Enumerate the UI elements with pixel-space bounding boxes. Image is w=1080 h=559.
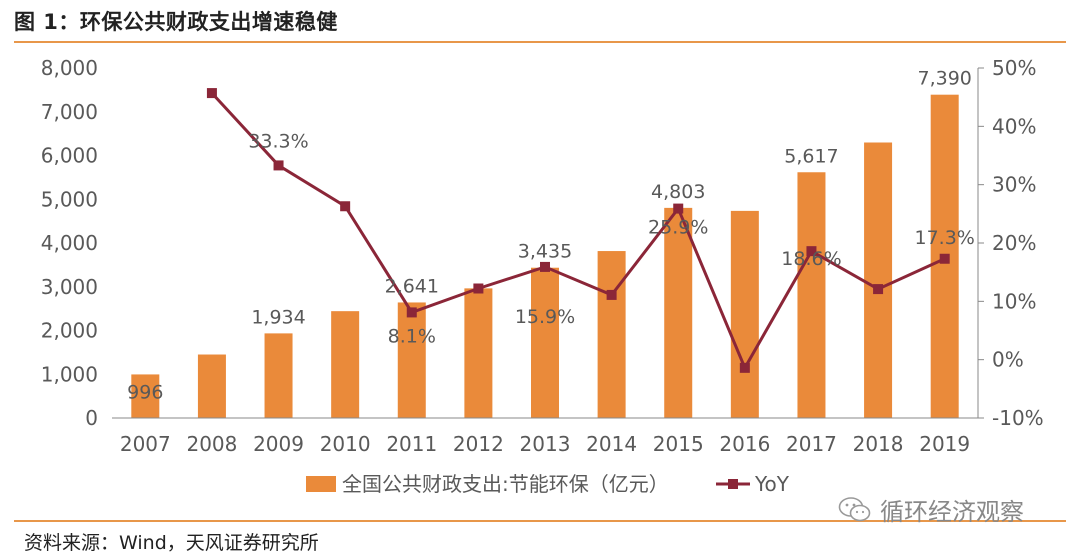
yoy-marker-2018: [873, 284, 884, 295]
left-y-tick-label: 3,000: [41, 275, 98, 299]
x-tick-label: 2017: [786, 432, 837, 456]
yoy-marker-2010: [340, 201, 351, 212]
yoy-marker-2011: [406, 307, 417, 318]
right-y-tick-label: 10%: [992, 289, 1036, 313]
left-y-tick-label: 0: [85, 406, 98, 430]
bar-value-label: 1,934: [251, 306, 305, 328]
left-y-tick-label: 8,000: [41, 56, 98, 80]
yoy-marker-2012: [473, 283, 484, 294]
yoy-marker-2015: [673, 203, 684, 214]
footer-divider: [14, 520, 1066, 522]
bar-2007: [131, 374, 160, 418]
bar-2013: [531, 267, 559, 418]
bar-value-label: 996: [127, 381, 163, 403]
x-tick-label: 2008: [186, 432, 237, 456]
x-tick-label: 2011: [386, 432, 437, 456]
right-y-tick-label: 0%: [992, 348, 1024, 372]
yoy-marker-2016: [739, 362, 750, 373]
wechat-icon: [838, 496, 871, 521]
bar-2015: [664, 207, 693, 418]
right-y-tick-label: -10%: [992, 406, 1044, 430]
x-tick-label: 2007: [120, 432, 171, 456]
yoy-marker-2019: [939, 253, 950, 264]
legend-line-marker: [728, 479, 738, 489]
x-tick-label: 2009: [253, 432, 304, 456]
bar-2008: [197, 354, 226, 418]
x-tick-label: 2018: [853, 432, 904, 456]
left-y-tick-label: 7,000: [41, 100, 98, 124]
bar-value-label: 7,390: [917, 68, 971, 90]
x-tick-label: 2014: [586, 432, 637, 456]
data-labels: 996 1,934 2,641 3,435 4,803 5,617 7,390 33.3% 8.…: [127, 68, 975, 404]
yoy-line-series: [206, 88, 950, 373]
chart-title: 图 1：环保公共财政支出增速稳健: [14, 10, 338, 34]
bar-2009: [264, 333, 293, 418]
x-tick-label: 2013: [520, 432, 571, 456]
x-tick-label: 2012: [453, 432, 504, 456]
bar-2014: [597, 251, 626, 418]
x-tick-label: 2015: [653, 432, 704, 456]
bar-value-label: 3,435: [518, 241, 572, 263]
bar-2010: [331, 311, 360, 418]
yoy-value-label: 15.9%: [515, 306, 575, 328]
right-y-tick-label: 40%: [992, 114, 1036, 138]
bar-value-label: 2,641: [385, 275, 439, 297]
bar-2016: [730, 210, 759, 418]
yoy-value-label: 18.6%: [781, 248, 841, 270]
bar-value-label: 4,803: [651, 181, 705, 203]
x-tick-label: 2010: [320, 432, 371, 456]
bar-2018: [864, 142, 893, 418]
x-tick-label: 2019: [919, 432, 970, 456]
yoy-marker-2008: [206, 88, 217, 99]
left-y-tick-label: 2,000: [41, 319, 98, 343]
legend: 全国公共财政支出:节能环保（亿元） YoY: [306, 472, 790, 496]
left-y-tick-label: 5,000: [41, 187, 98, 211]
watermark-text: 循环经济观察: [880, 498, 1024, 526]
right-y-tick-label: 30%: [992, 173, 1036, 197]
yoy-value-label: 8.1%: [388, 325, 436, 347]
bar-2011: [397, 302, 426, 418]
x-tick-label: 2016: [719, 432, 770, 456]
legend-bar-swatch: [306, 476, 336, 492]
yoy-value-label: 33.3%: [248, 130, 308, 152]
yoy-marker-2009: [273, 160, 284, 171]
yoy-value-label: 25.9%: [648, 217, 708, 239]
legend-line-label: YoY: [754, 472, 790, 496]
bar-2017: [797, 172, 826, 418]
left-y-tick-label: 1,000: [41, 362, 98, 386]
right-y-tick-label: 20%: [992, 231, 1036, 255]
axes: 0 1,000 2,000 3,000 4,000 5,000 6,000 7,000 8,00…: [41, 56, 1044, 456]
bar-2012: [464, 288, 493, 418]
right-y-tick-label: 50%: [992, 56, 1036, 80]
source-note: 资料来源：Wind，天风证券研究所: [24, 532, 319, 554]
left-y-tick-label: 4,000: [41, 231, 98, 255]
title-divider: [14, 41, 1066, 43]
yoy-line: [210, 92, 946, 372]
yoy-marker-2014: [606, 289, 617, 300]
left-y-tick-label: 6,000: [41, 144, 98, 168]
legend-bar-label: 全国公共财政支出:节能环保（亿元）: [342, 472, 669, 496]
yoy-marker-2017: [806, 246, 817, 257]
yoy-value-label: 17.3%: [915, 227, 975, 249]
bar-value-label: 5,617: [784, 145, 838, 167]
watermark: 循环经济观察: [838, 492, 1024, 527]
yoy-marker-2013: [540, 261, 550, 272]
